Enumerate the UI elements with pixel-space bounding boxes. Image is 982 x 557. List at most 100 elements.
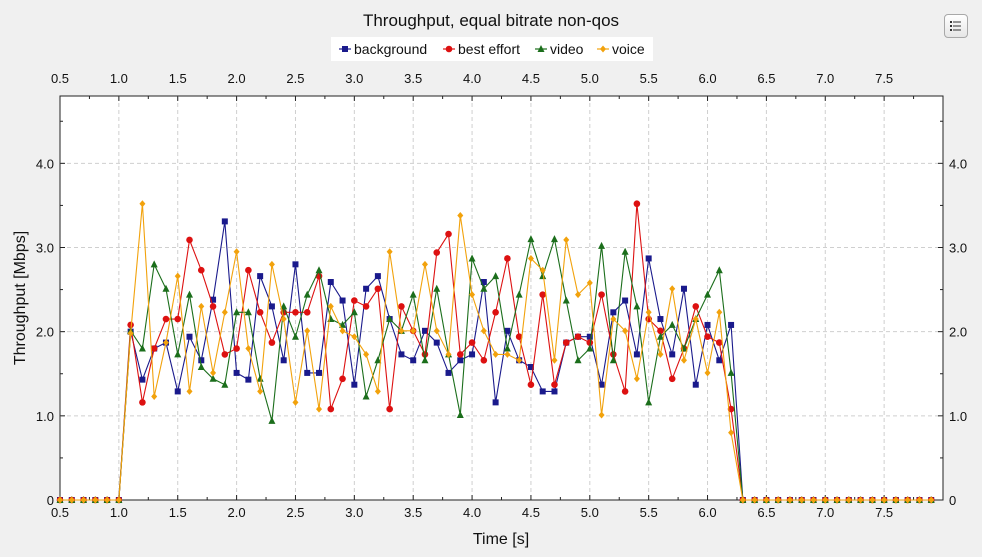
legend-label-background: background — [354, 41, 427, 57]
x-axis-label: Time [s] — [473, 531, 529, 548]
data-point-voice — [857, 496, 864, 504]
data-point-video — [303, 290, 311, 298]
x-tick-label-top: 0.5 — [51, 71, 69, 86]
data-point-video — [609, 356, 617, 364]
data-point-video — [409, 290, 417, 298]
data-point-voice — [398, 327, 405, 335]
data-point-video — [550, 235, 558, 243]
data-point-best-effort — [303, 309, 311, 316]
data-point-background — [657, 316, 664, 323]
data-point-video — [503, 344, 511, 352]
data-point-voice — [162, 339, 169, 347]
data-point-voice — [386, 248, 393, 256]
x-tick-label: 7.0 — [816, 505, 834, 520]
legend-label-video: video — [550, 41, 584, 57]
data-point-voice — [657, 350, 664, 358]
data-point-background — [433, 339, 440, 346]
data-point-video — [233, 308, 241, 316]
data-point-background — [716, 357, 723, 364]
data-point-voice — [233, 248, 240, 256]
data-point-best-effort — [704, 333, 711, 341]
data-point-voice — [268, 260, 275, 268]
data-point-voice — [763, 496, 770, 504]
data-point-video — [645, 398, 653, 406]
data-point-voice — [457, 212, 464, 220]
data-point-background — [645, 255, 652, 262]
data-point-video — [727, 368, 735, 376]
data-point-best-effort — [233, 345, 240, 352]
data-point-video — [468, 254, 476, 262]
x-tick-label-top: 7.5 — [875, 71, 893, 86]
data-point-background — [316, 369, 323, 376]
data-point-best-effort — [362, 303, 370, 310]
data-point-best-effort — [351, 297, 358, 304]
data-point-best-effort — [633, 200, 641, 208]
series-voice — [57, 200, 935, 504]
data-point-voice — [186, 387, 193, 395]
data-point-voice — [139, 200, 146, 208]
data-point-best-effort — [668, 375, 676, 383]
chart-menu-button[interactable] — [944, 14, 968, 38]
y-tick-label: 2.0 — [36, 325, 54, 340]
data-point-best-effort — [574, 333, 582, 341]
data-point-video — [209, 374, 217, 382]
data-point-background — [374, 273, 381, 280]
x-tick-label-top: 1.0 — [110, 71, 128, 86]
data-point-voice — [692, 315, 699, 323]
data-point-voice — [798, 496, 805, 504]
x-tick-label: 5.5 — [640, 505, 658, 520]
data-point-background — [680, 285, 687, 292]
data-point-background — [268, 303, 275, 310]
data-point-best-effort — [586, 339, 594, 346]
x-tick-label-top: 3.0 — [345, 71, 363, 86]
data-point-video — [668, 320, 676, 328]
data-point-background — [492, 399, 499, 406]
data-point-voice — [245, 345, 252, 352]
legend-marker-background — [342, 46, 348, 52]
x-tick-label: 6.5 — [757, 505, 775, 520]
data-point-best-effort — [221, 351, 229, 358]
x-tick-label-top: 3.5 — [404, 71, 422, 86]
data-point-best-effort — [268, 339, 276, 346]
data-point-voice — [575, 291, 582, 299]
data-point-voice — [504, 350, 511, 358]
data-point-video — [374, 356, 382, 364]
y-tick-label: 1.0 — [36, 409, 54, 424]
legend-item-voice: voice — [597, 41, 645, 57]
x-tick-label: 2.5 — [286, 505, 304, 520]
data-point-background — [551, 388, 558, 395]
data-point-video — [350, 308, 358, 316]
legend-marker-best-effort — [445, 45, 453, 53]
data-point-video — [656, 332, 664, 340]
data-point-background — [669, 351, 676, 358]
data-point-background — [210, 296, 217, 303]
y-axis-label: Throughput [Mbps] — [12, 231, 29, 365]
legend-label-voice: voice — [612, 41, 645, 57]
chart-title: Throughput, equal bitrate non-qos — [363, 11, 619, 30]
data-point-video — [362, 392, 370, 400]
x-tick-label: 1.5 — [169, 505, 187, 520]
data-point-video — [221, 380, 229, 388]
data-point-voice — [210, 369, 217, 377]
data-point-voice — [786, 496, 793, 504]
data-point-video — [291, 332, 299, 340]
y-tick-label: 0 — [47, 493, 54, 508]
data-point-video — [598, 241, 606, 249]
data-point-best-effort — [515, 333, 523, 341]
data-point-video — [186, 290, 194, 298]
data-point-background — [445, 369, 452, 376]
data-point-voice — [669, 285, 676, 293]
legend-marker-voice — [600, 45, 606, 53]
data-point-voice — [480, 327, 487, 335]
x-tick-label-top: 7.0 — [816, 71, 834, 86]
y-tick-label-right: 1.0 — [949, 409, 967, 424]
data-point-voice — [280, 315, 287, 323]
data-point-background — [728, 321, 735, 328]
data-point-video — [515, 290, 523, 298]
data-point-best-effort — [162, 315, 170, 323]
data-point-best-effort — [150, 345, 158, 352]
y-tick-label-right: 2.0 — [949, 325, 967, 340]
data-point-video — [562, 296, 570, 304]
data-point-best-effort — [186, 236, 193, 244]
data-point-voice — [257, 387, 264, 395]
